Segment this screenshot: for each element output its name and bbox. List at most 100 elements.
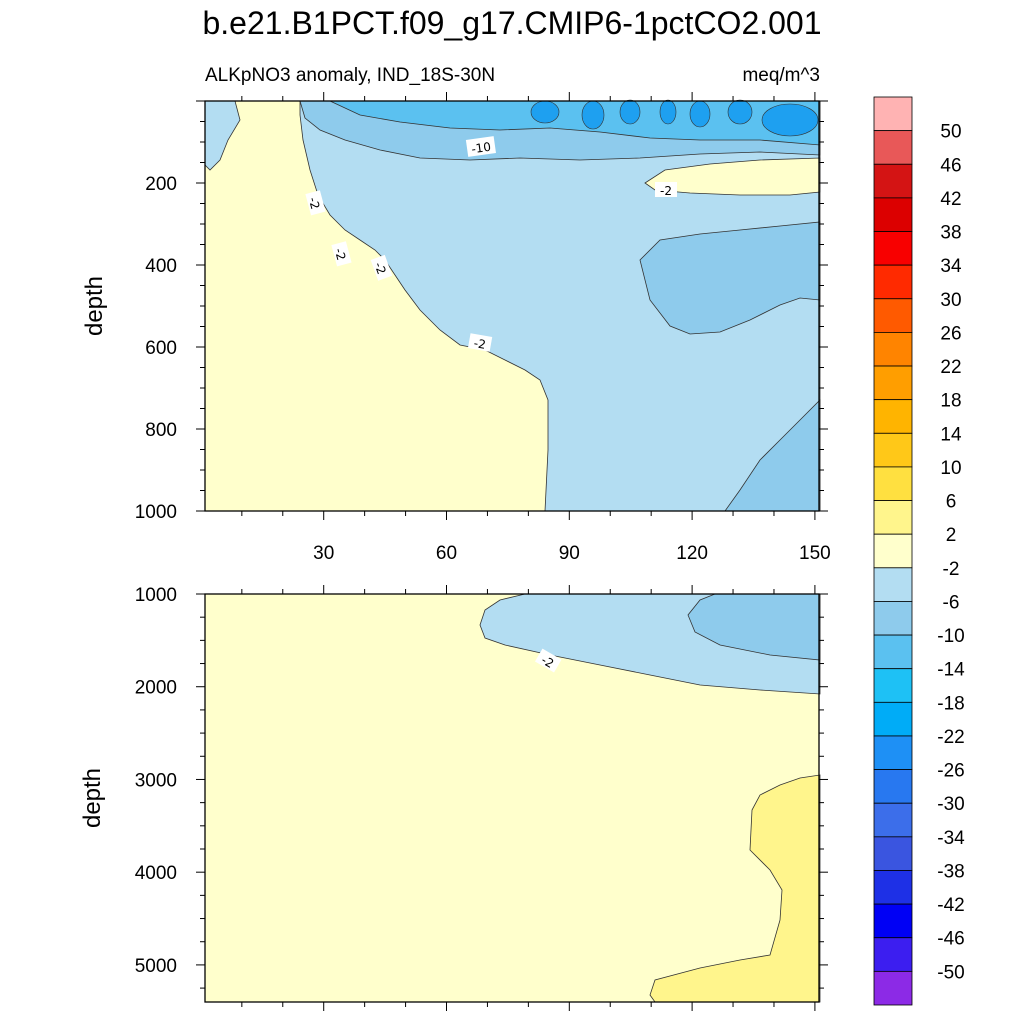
svg-text:-2: -2	[332, 247, 349, 262]
svg-text:-2: -2	[660, 184, 672, 198]
contour-label-upper-6: -2	[655, 182, 677, 198]
figure-title: b.e21.B1PCT.f09_g17.CMIP6-1pctCO2.001	[202, 5, 821, 41]
colorbar-swatch	[873, 163, 913, 199]
colorbar-label: -42	[937, 895, 964, 916]
colorbar: 50 46 42 38 34 30 26 22 18 14 10 6 2 -2 -6 -10 -14 -18 -22…	[873, 96, 965, 1006]
colorbar-label: -6	[943, 592, 960, 613]
lower-y-axis-label: depth	[79, 768, 106, 828]
colorbar-swatch	[873, 601, 913, 636]
upper-y-axis-label: depth	[81, 276, 108, 336]
surface-core-2	[581, 100, 605, 130]
colorbar-swatch	[873, 769, 913, 804]
colorbar-swatch	[873, 668, 913, 703]
svg-text:-2: -2	[306, 196, 323, 211]
surface-core-1	[530, 100, 560, 124]
colorbar-label: 46	[940, 155, 961, 176]
colorbar-label: 38	[940, 223, 961, 244]
colorbar-swatch	[873, 970, 913, 1006]
colorbar-label: 50	[940, 122, 961, 143]
colorbar-label: -14	[937, 660, 965, 681]
colorbar-swatch	[873, 836, 913, 871]
colorbar-swatch	[873, 634, 913, 670]
svg-text:-2: -2	[473, 336, 487, 352]
region-mid-blue-deep-east	[724, 399, 821, 512]
colorbar-swatch	[873, 399, 913, 434]
x-tick-label: 30	[313, 543, 334, 564]
y-tick-label: 4000	[135, 863, 177, 884]
colorbar-swatch	[873, 870, 913, 905]
x-tick-label: 90	[559, 543, 580, 564]
colorbar-label: -30	[937, 794, 964, 815]
colorbar-swatch	[873, 365, 913, 401]
colorbar-swatch	[873, 197, 913, 232]
colorbar-label: -22	[937, 727, 964, 748]
colorbar-swatch	[873, 130, 913, 165]
colorbar-label: 34	[940, 256, 962, 277]
region-mid-blue-lower	[687, 593, 821, 661]
surface-core-7	[761, 103, 819, 137]
colorbar-swatch	[873, 432, 913, 468]
colorbar-label: -18	[937, 693, 964, 714]
colorbar-swatch	[873, 567, 913, 602]
colorbar-label: -34	[937, 828, 965, 849]
lower-frame	[204, 593, 820, 1003]
x-tick-label: 150	[799, 543, 831, 564]
contour-label-upper-2: -2	[305, 190, 326, 216]
region-yellow-lower	[649, 774, 821, 1003]
colorbar-label: -46	[937, 929, 964, 950]
x-tick-label: 120	[676, 543, 708, 564]
colorbar-swatch	[873, 533, 913, 569]
colorbar-label: 2	[946, 525, 957, 546]
colorbar-label: -2	[943, 559, 960, 580]
colorbar-label: 6	[946, 492, 957, 513]
colorbar-swatch	[873, 264, 913, 300]
lower-ticks: 1000 2000 3000 4000 5000	[135, 585, 828, 1011]
lower-panel: 1000 2000 3000 4000 5000	[135, 585, 828, 1011]
surface-core-5	[689, 100, 711, 128]
contour-label-upper-1: -10	[465, 136, 496, 157]
colorbar-swatch	[873, 298, 913, 333]
colorbar-swatch	[873, 466, 913, 501]
contour-labels: -10 -2 -2 -2 -2 -2 -2	[305, 136, 677, 673]
y-tick-label: 400	[145, 256, 177, 277]
colorbar-swatch	[873, 500, 913, 535]
region-neutral-band-east	[644, 157, 821, 196]
contour-label-upper-3: -2	[331, 241, 352, 267]
colorbar-label: 14	[940, 424, 962, 445]
y-tick-label: 600	[145, 338, 177, 359]
y-tick-label: 1000	[135, 502, 177, 523]
colorbar-swatch	[873, 332, 913, 367]
colorbar-swatch	[873, 937, 913, 972]
colorbar-swatch	[873, 701, 913, 737]
colorbar-label: -10	[937, 626, 964, 647]
region-light-blue-west-surface	[204, 100, 241, 171]
colorbar-label: 18	[940, 391, 961, 412]
panel-subtitle-right: meq/m^3	[742, 65, 820, 86]
contour-label-upper-5: -2	[467, 333, 493, 352]
contour-label-lower-1: -2	[534, 648, 562, 673]
upper-panel: 30 60 90 120 150 200 400 600 800 1000	[135, 92, 831, 564]
y-tick-label: 3000	[135, 770, 177, 791]
colorbar-label: 26	[940, 323, 961, 344]
x-tick-label: 60	[436, 543, 457, 564]
surface-core-6	[727, 99, 753, 125]
colorbar-label: 30	[940, 290, 961, 311]
colorbar-label: -26	[937, 761, 964, 782]
colorbar-label: 22	[940, 357, 961, 378]
colorbar-swatch	[873, 802, 913, 838]
y-tick-label: 800	[145, 420, 177, 441]
colorbar-label: 10	[940, 458, 961, 479]
colorbar-swatch	[873, 903, 913, 939]
colorbar-swatch	[873, 735, 913, 770]
y-tick-label: 2000	[135, 678, 177, 699]
contour-label-upper-4: -2	[370, 254, 393, 281]
region-mid-blue-tongue	[639, 221, 821, 335]
svg-text:-10: -10	[470, 140, 491, 157]
y-tick-label: 200	[145, 174, 177, 195]
surface-core-3	[619, 99, 641, 125]
colorbar-swatch	[873, 96, 913, 132]
colorbar-label: -38	[937, 861, 964, 882]
upper-ticks: 30 60 90 120 150 200 400 600 800 1000	[135, 92, 831, 564]
y-tick-label: 1000	[135, 585, 177, 606]
